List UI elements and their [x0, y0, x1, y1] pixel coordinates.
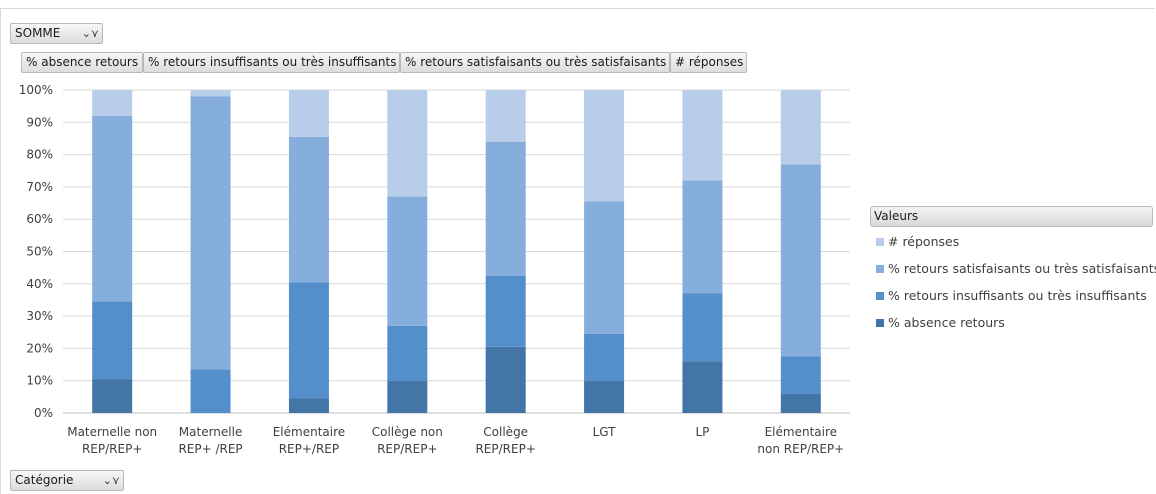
bar-segment[interactable] — [780, 164, 821, 357]
bar-segment[interactable] — [92, 379, 133, 413]
y-axis: 0% 10% 20% 30% 40% 50% 60% 70% 80% 90% 100% — [19, 83, 53, 420]
bar-segment[interactable] — [682, 90, 723, 181]
bar-segment[interactable] — [387, 325, 428, 381]
y-tick-label: 0% — [34, 406, 53, 420]
x-tick-label: Elémentaire REP+/REP — [273, 425, 345, 456]
chart-frame — [0, 8, 1155, 494]
bar-segment[interactable] — [387, 196, 428, 326]
stacked-bar-chart: 0% 10% 20% 30% 40% 50% 60% 70% 80% 90% 100% Matern… — [19, 83, 850, 456]
legend-swatch — [876, 238, 884, 246]
x-tick-label: Collège non REP/REP+ — [372, 425, 443, 456]
legend-item-label: % retours insuffisants ou très insuffisa… — [888, 288, 1147, 303]
legend-header[interactable]: Valeurs — [870, 206, 1153, 227]
y-tick-label: 70% — [26, 180, 53, 194]
y-tick-label: 30% — [26, 309, 53, 323]
series-button-insuffisants[interactable]: % retours insuffisants ou très insuffisa… — [143, 52, 400, 73]
bar-segment[interactable] — [387, 380, 428, 413]
bar-segment[interactable] — [780, 90, 821, 165]
bar-segment[interactable] — [485, 90, 526, 142]
bar-segment[interactable] — [387, 90, 428, 197]
bar-segment[interactable] — [485, 141, 526, 276]
bar-segment[interactable] — [485, 346, 526, 413]
value-field-button[interactable]: SOMME ⌄⋎ — [10, 23, 103, 44]
filter-dropdown-icon[interactable]: ⌄⋎ — [81, 27, 99, 40]
y-tick-label: 100% — [19, 83, 53, 97]
bar-segment[interactable] — [92, 115, 133, 302]
y-tick-label: 90% — [26, 115, 53, 129]
legend-item-satisfaisants: % retours satisfaisants ou très satisfai… — [876, 261, 1156, 276]
y-tick-label: 40% — [26, 277, 53, 291]
x-tick-label: Maternelle REP+ /REP — [178, 425, 242, 456]
bar-segment[interactable] — [288, 90, 329, 137]
gridlines — [63, 89, 850, 414]
legend-item-label: % retours satisfaisants ou très satisfai… — [888, 261, 1156, 276]
bar-segment[interactable] — [584, 201, 625, 334]
bar-segment[interactable] — [190, 369, 231, 413]
y-tick-label: 10% — [26, 374, 53, 388]
bar-segment[interactable] — [288, 398, 329, 413]
series-button-satisfaisants[interactable]: % retours satisfaisants ou très satisfai… — [400, 52, 670, 73]
x-tick-label: Elémentaire non REP/REP+ — [757, 425, 844, 456]
x-tick-label: LP — [695, 425, 709, 439]
bar-segment[interactable] — [584, 380, 625, 413]
bar-segment[interactable] — [190, 96, 231, 370]
bar-segment[interactable] — [92, 301, 133, 380]
bar-segment[interactable] — [780, 356, 821, 394]
bar-segment[interactable] — [92, 90, 133, 116]
legend-item-absence: % absence retours — [876, 315, 1005, 330]
bar-segment[interactable] — [682, 361, 723, 413]
x-tick-label: Maternelle non REP/REP+ — [67, 425, 157, 456]
value-field-label: SOMME — [15, 26, 61, 40]
legend-item-insuffisants: % retours insuffisants ou très insuffisa… — [876, 288, 1147, 303]
bar-segment[interactable] — [682, 293, 723, 362]
bar-segment[interactable] — [584, 90, 625, 202]
bar-segment[interactable] — [288, 282, 329, 399]
bar-segment[interactable] — [682, 180, 723, 294]
legend-item-reponses: # réponses — [876, 234, 959, 249]
x-tick-label: Collège REP/REP+ — [475, 425, 535, 456]
legend-swatch — [876, 292, 884, 300]
legend-swatch — [876, 265, 884, 273]
y-tick-label: 60% — [26, 212, 53, 226]
series-button-absence[interactable]: % absence retours — [21, 52, 143, 73]
bar-segment[interactable] — [190, 90, 231, 97]
x-tick-label: LGT — [593, 425, 617, 439]
bar-segment[interactable] — [584, 333, 625, 381]
legend-item-label: % absence retours — [888, 315, 1005, 330]
y-tick-label: 50% — [26, 245, 53, 259]
legend-title: Valeurs — [874, 209, 919, 223]
category-field-label: Catégorie — [15, 473, 74, 487]
bar-segment[interactable] — [780, 393, 821, 413]
series-button-label: % absence retours — [26, 55, 139, 69]
series-button-label: % retours insuffisants ou très insuffisa… — [148, 55, 397, 69]
y-tick-label: 20% — [26, 341, 53, 355]
bar-segment[interactable] — [288, 136, 329, 283]
series-button-label: # réponses — [675, 55, 744, 69]
legend-item-label: # réponses — [888, 234, 960, 249]
series-button-reponses[interactable]: # réponses — [670, 52, 747, 73]
legend-swatch — [876, 319, 884, 327]
filter-dropdown-icon[interactable]: ⌄⋎ — [102, 474, 120, 487]
y-tick-label: 80% — [26, 148, 53, 162]
bar-segment[interactable] — [485, 275, 526, 347]
series-button-label: % retours satisfaisants ou très satisfai… — [405, 55, 667, 69]
category-field-button[interactable]: Catégorie ⌄⋎ — [10, 470, 124, 491]
x-axis: Maternelle non REP/REP+ Maternelle REP+ /RE… — [67, 425, 844, 456]
bars — [92, 90, 821, 413]
